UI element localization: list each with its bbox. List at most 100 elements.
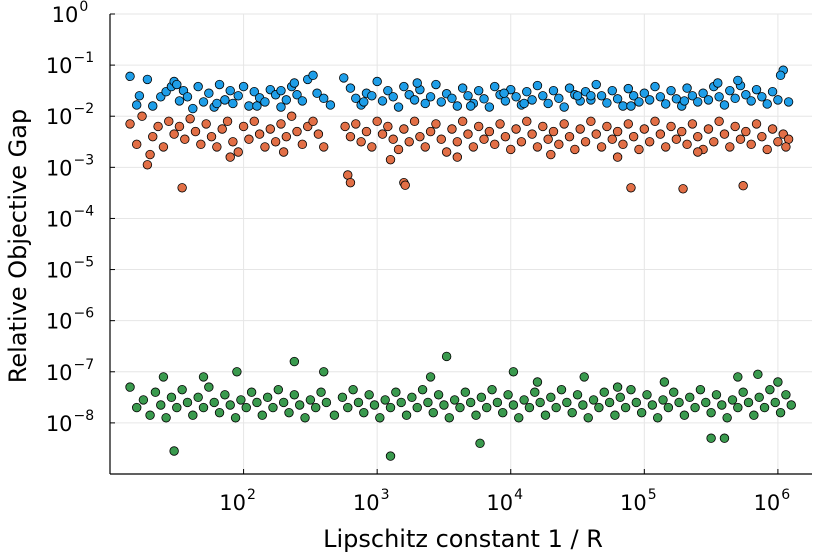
series-green-point [706, 433, 716, 443]
series-orange-point [132, 139, 142, 150]
series-blue-point [431, 79, 441, 90]
series-orange-point [415, 131, 425, 142]
series-green-point [188, 410, 198, 420]
series-orange-point [399, 124, 409, 134]
series-orange-point [703, 124, 714, 134]
series-blue-point [693, 97, 703, 107]
series-blue-point [655, 92, 666, 102]
series-blue-point [281, 95, 292, 105]
series-orange-point [738, 181, 748, 191]
series-orange-point [730, 121, 740, 132]
series-green-point [193, 392, 203, 403]
series-orange-point [345, 131, 356, 142]
series-green-point [773, 377, 783, 387]
series-blue-point [703, 95, 714, 105]
series-green-point [765, 384, 775, 395]
y-tick-label: 10−5 [46, 255, 94, 283]
series-orange-point [383, 121, 393, 132]
series-blue-point [626, 101, 636, 111]
series-blue-point [532, 80, 543, 91]
series-orange-point [666, 121, 676, 132]
series-green-point [169, 446, 179, 456]
series-orange-point [500, 131, 511, 142]
series-blue-point [572, 91, 583, 101]
series-blue-point [252, 101, 262, 111]
series-blue-point [420, 98, 430, 109]
series-green-point [540, 410, 551, 420]
series-orange-point [781, 142, 791, 152]
series-orange-point [425, 126, 436, 137]
x-tick-labels: 102 103 104 105 106 [219, 487, 790, 515]
series-green-point [770, 397, 780, 408]
series-blue-point [682, 83, 692, 93]
x-tick-label: 102 [219, 487, 256, 515]
series-blue-point [325, 100, 336, 110]
series-orange-point [538, 121, 548, 132]
series-blue-point [289, 78, 300, 88]
series-orange-point [741, 126, 751, 137]
x-tick-label: 103 [353, 487, 390, 515]
series-blue-point [148, 101, 158, 111]
series-orange-point [591, 129, 601, 139]
series-blue-point [377, 96, 388, 106]
series-blue-point [172, 79, 182, 90]
series-blue-point [345, 83, 356, 93]
series-blue-point [490, 81, 500, 92]
series-green-point [722, 413, 732, 423]
series-orange-point [238, 121, 249, 132]
series-orange-point [767, 124, 778, 134]
series-orange-point [650, 116, 660, 127]
series-blue-point [591, 79, 601, 90]
series-blue-point [741, 90, 751, 100]
series-orange-point [377, 129, 388, 139]
series-orange [125, 111, 794, 194]
series-green-point [380, 395, 390, 405]
series-green-point [182, 397, 193, 408]
series-orange-point [225, 152, 235, 162]
series-orange-point [452, 152, 463, 162]
series-green-point [567, 407, 577, 418]
series-green-point [460, 387, 471, 397]
series-green-point [620, 402, 631, 413]
series-blue-point [511, 92, 521, 102]
series-orange-point [169, 129, 179, 139]
series-blue-point [519, 98, 529, 109]
series-orange-point [559, 119, 569, 129]
series-orange-point [206, 131, 217, 142]
series-orange-point [177, 183, 187, 193]
series-blue-point [412, 78, 422, 88]
series-green-point [749, 410, 759, 420]
series-green-point [615, 392, 625, 403]
series-green-point [733, 402, 743, 413]
series-green-point [652, 413, 663, 423]
series-orange-point [409, 116, 420, 127]
series-green-point [754, 392, 764, 403]
series-blue-point [383, 85, 393, 96]
series-green-point [647, 400, 658, 410]
x-axis-label: Lipschitz constant 1 / R [323, 525, 603, 553]
series-blue-point [220, 95, 230, 105]
series-blue-point [125, 71, 135, 82]
series-green-point [369, 400, 380, 410]
series-green-point [674, 397, 684, 408]
series-orange-point [356, 137, 366, 147]
series-green-point [481, 402, 492, 413]
series-orange-point [554, 139, 564, 150]
series-green-point [444, 413, 454, 423]
series-blue-point [762, 99, 772, 109]
series-orange-point [678, 184, 688, 194]
series-green-point [706, 407, 716, 418]
series-orange-point [286, 111, 297, 121]
series-green-point [786, 400, 796, 410]
series-blue-point [479, 94, 489, 104]
series-orange-point [506, 144, 516, 155]
series-green-point [711, 390, 722, 400]
series-green-point [273, 384, 284, 395]
series-blue-point [773, 95, 783, 105]
series-orange-point [142, 160, 153, 170]
series-orange-point [190, 126, 201, 137]
series-green-point [198, 372, 209, 382]
series-orange-point [546, 149, 556, 160]
series-green-point [519, 395, 529, 405]
series-green-point [465, 397, 476, 408]
